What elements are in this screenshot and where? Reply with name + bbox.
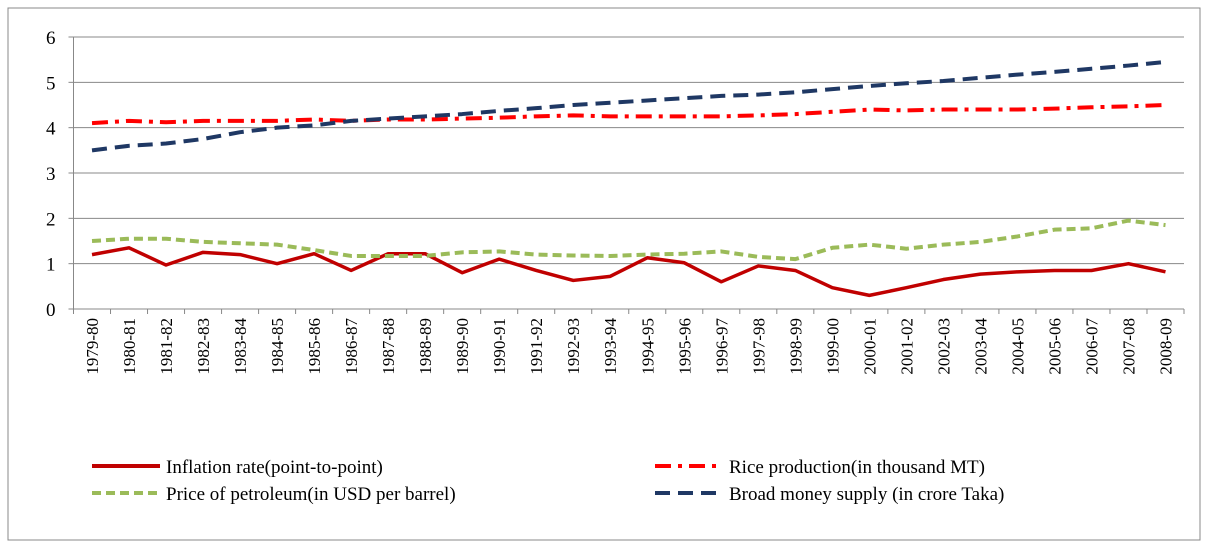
y-tick-label: 3: [46, 164, 56, 185]
y-tick-label: 2: [46, 209, 56, 230]
legend-label: Broad money supply (in crore Taka): [729, 484, 1004, 505]
x-tick-label: 1988-89: [416, 318, 435, 375]
x-tick-label: 1999-00: [823, 318, 842, 375]
x-tick-label: 1984-85: [268, 318, 287, 375]
x-tick-label: 1994-95: [638, 318, 657, 375]
x-tick-label: 1997-98: [749, 318, 768, 375]
x-tick-label: 2001-02: [897, 318, 916, 375]
x-tick-label: 1993-94: [601, 318, 620, 375]
x-tick-label: 1979-80: [83, 318, 102, 375]
series-line: [91, 103, 1166, 126]
series-line: [91, 59, 1166, 153]
y-tick-label: 6: [46, 28, 56, 49]
x-tick-label: 1990-91: [490, 318, 509, 375]
x-tick-label: 1983-84: [231, 318, 250, 375]
y-tick-label: 0: [46, 300, 56, 321]
x-tick-label: 2002-03: [934, 318, 953, 375]
y-tick-label: 4: [46, 119, 56, 140]
x-tick-label: 1980-81: [120, 318, 139, 375]
x-tick-label: 1996-97: [712, 318, 731, 375]
x-tick-label: 2007-08: [1119, 318, 1138, 375]
x-tick-label: 1998-99: [786, 318, 805, 375]
x-tick-label: 1986-87: [342, 318, 361, 375]
x-tick-label: 1981-82: [157, 318, 176, 375]
x-tick-label: 1982-83: [194, 318, 213, 375]
x-tick-label: 1995-96: [675, 318, 694, 375]
x-tick-label: 1987-88: [379, 318, 398, 375]
series-line: [91, 218, 1166, 262]
x-tick-label: 1989-90: [453, 318, 472, 375]
legend-label: Inflation rate(point-to-point): [166, 457, 383, 478]
x-tick-label: 2008-09: [1156, 318, 1175, 375]
x-tick-label: 1985-86: [305, 318, 324, 375]
x-tick-label: 2004-05: [1008, 318, 1027, 375]
legend-label: Price of petroleum(in USD per barrel): [166, 484, 456, 505]
y-tick-label: 5: [46, 73, 56, 94]
series-line: [91, 246, 1166, 298]
x-tick-label: 1991-92: [527, 318, 546, 375]
legend-label: Rice production(in thousand MT): [729, 457, 985, 478]
x-tick-label: 2000-01: [860, 318, 879, 375]
x-tick-label: 1992-93: [564, 318, 583, 375]
x-tick-label: 2003-04: [971, 318, 990, 375]
x-tick-label: 2005-06: [1045, 318, 1064, 375]
y-tick-label: 1: [46, 255, 56, 276]
x-tick-label: 2006-07: [1082, 318, 1101, 375]
